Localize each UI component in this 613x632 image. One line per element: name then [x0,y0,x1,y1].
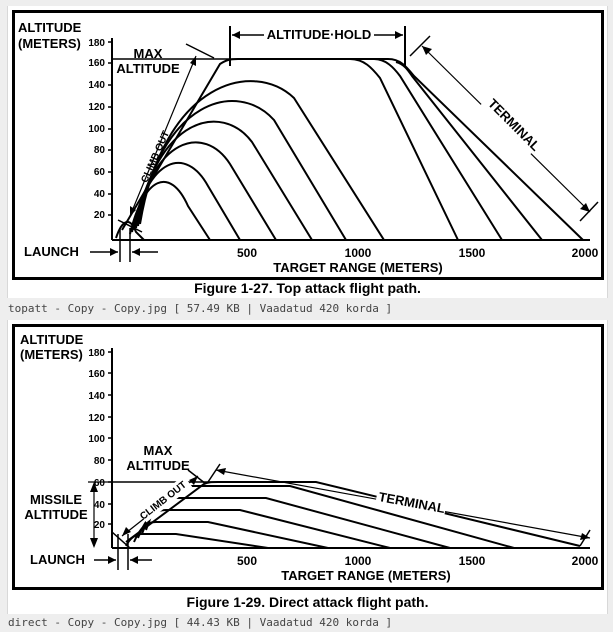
y-tick-180: 180 [88,38,105,49]
x-axis-label: TARGET RANGE (METERS) [273,260,442,275]
diagram-top-attack: ALTITUDE (METERS) 180 160 140 120 100 80… [18,20,599,275]
figure-caption: Figure 1-27. Top attack flight path. [194,280,421,296]
launch-arrowheads [110,248,140,256]
attachment-info-top-attack[interactable]: topatt - Copy - Copy.jpg [ 57.49 KB | Va… [8,302,393,315]
figure-direct-attack: ALTITUDE (METERS) 180 160 140 120 100 80… [7,320,608,614]
x-tick-2000: 2000 [572,246,599,260]
max-altitude-label-line2: ALTITUDE [116,61,180,76]
x-tick-2000: 2000 [572,554,599,568]
x-tick-1000: 1000 [345,554,372,568]
climb-out-dimension-line [129,55,197,217]
x-tick-1000: 1000 [345,246,372,260]
figure-caption: Figure 1-29. Direct attack flight path. [186,594,429,610]
y-tick-80: 80 [94,456,106,467]
altitude-hold-label: ALTITUDE·HOLD [267,27,371,42]
y-tick-180: 180 [88,348,105,359]
y-ticks: 180 160 140 120 100 80 60 40 20 [88,38,112,221]
trajectory-10m [125,533,269,549]
y-axis-label-line2: (METERS) [20,347,83,362]
y-tick-60: 60 [94,478,106,489]
y-tick-160: 160 [88,369,105,380]
x-axis-label: TARGET RANGE (METERS) [281,568,450,583]
diagram-direct-attack: ALTITUDE (METERS) 180 160 140 120 100 80… [20,332,599,583]
launch-label: LAUNCH [30,552,85,567]
launch-arrowheads [108,556,138,564]
y-tick-120: 120 [88,413,105,424]
y-tick-140: 140 [88,391,105,402]
y-tick-60: 60 [94,167,106,178]
trajectory-hold-1 [349,58,459,241]
trajectory-hold-2 [373,58,503,241]
y-tick-120: 120 [88,102,105,113]
y-tick-20: 20 [94,520,106,531]
y-tick-160: 160 [88,58,105,69]
trajectories [125,481,581,549]
trajectory-30m [137,509,391,549]
x-tick-1500: 1500 [459,554,486,568]
y-tick-140: 140 [88,80,105,91]
trajectory-hold-3 [395,61,543,241]
attachment-info-direct-attack[interactable]: direct - Copy - Copy.jpg [ 44.43 KB | Va… [8,616,393,629]
y-axis-label-line1: ALTITUDE [18,20,82,35]
max-altitude-label-line1: MAX [134,46,163,61]
trajectory-140m [139,80,385,241]
max-altitude-label-line1: MAX [144,443,173,458]
terminal-label: TERMINAL [485,96,543,154]
y-tick-20: 20 [94,210,106,221]
y-tick-100: 100 [88,124,105,135]
max-altitude-label-line2: ALTITUDE [126,458,190,473]
missile-altitude-label-line2: ALTITUDE [24,507,88,522]
x-tick-500: 500 [237,246,257,260]
y-tick-40: 40 [94,189,106,200]
y-ticks: 180 160 140 120 100 80 60 40 20 [88,348,112,531]
y-tick-40: 40 [94,500,106,511]
y-axis-label-line1: ALTITUDE [20,332,84,347]
trajectories [115,58,584,241]
y-tick-80: 80 [94,145,106,156]
trajectory-max-altitude [121,58,584,241]
launch-label: LAUNCH [24,244,79,259]
y-tick-100: 100 [88,434,105,445]
x-tick-500: 500 [237,554,257,568]
figure-top-attack: ALTITUDE (METERS) 180 160 140 120 100 80… [7,6,608,298]
x-tick-1500: 1500 [459,246,486,260]
y-axis-label-line2: (METERS) [18,36,81,51]
missile-altitude-label-line1: MISSILE [30,492,82,507]
